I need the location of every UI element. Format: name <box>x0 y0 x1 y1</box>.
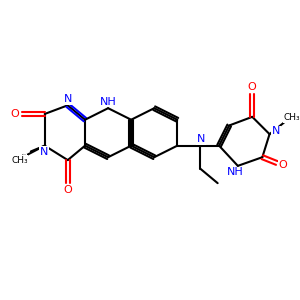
Text: methyl: methyl <box>22 154 27 155</box>
Text: CH₃: CH₃ <box>11 156 28 165</box>
Text: N: N <box>272 126 280 136</box>
Text: N: N <box>197 134 205 144</box>
Text: NH: NH <box>226 167 243 177</box>
Text: CH₃: CH₃ <box>283 113 300 122</box>
Text: N: N <box>40 147 48 157</box>
Text: O: O <box>279 160 287 170</box>
Text: O: O <box>63 185 72 195</box>
Text: O: O <box>248 82 256 92</box>
Text: N: N <box>64 94 72 104</box>
Text: methyl: methyl <box>18 157 23 158</box>
Text: methyl: methyl <box>287 118 292 119</box>
Text: NH: NH <box>100 97 117 107</box>
Text: O: O <box>11 109 20 119</box>
